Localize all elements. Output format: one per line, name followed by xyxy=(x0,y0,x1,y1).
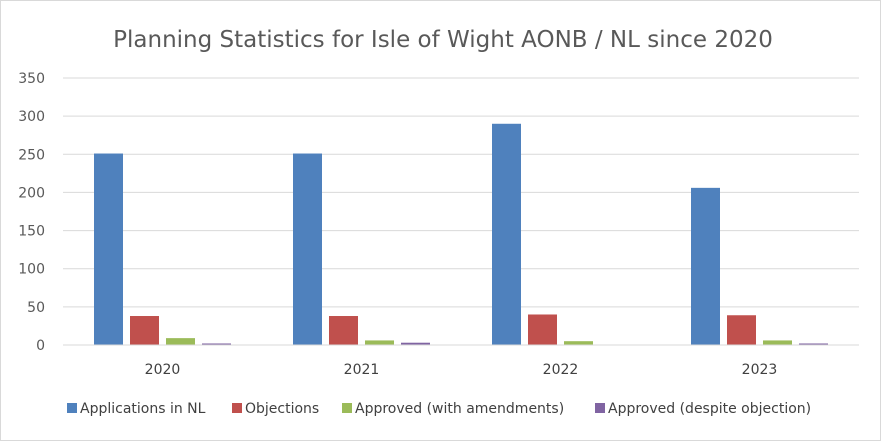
legend-item: Approved (with amendments) xyxy=(342,401,564,417)
legend-swatch xyxy=(595,403,605,413)
legend-item: Approved (despite objection) xyxy=(595,401,811,417)
chart-title: Planning Statistics for Isle of Wight AO… xyxy=(113,27,773,53)
y-axis-ticks: 0 50 100 150 200 250 300 350 xyxy=(18,71,45,354)
bar xyxy=(799,343,828,345)
y-tick-label: 100 xyxy=(18,262,45,278)
y-tick-label: 300 xyxy=(18,109,45,125)
x-tick-label: 2021 xyxy=(344,362,380,378)
legend-item: Applications in NL xyxy=(67,401,206,417)
legend-swatch xyxy=(342,403,352,413)
bar xyxy=(329,316,358,345)
legend-label: Approved (despite objection) xyxy=(608,401,811,417)
bars xyxy=(94,123,828,346)
legend-label: Applications in NL xyxy=(80,401,206,417)
bar xyxy=(691,187,720,345)
x-tick-label: 2020 xyxy=(145,362,181,378)
bar xyxy=(94,153,123,345)
bar xyxy=(528,314,557,345)
legend: Applications in NL Objections Approved (wi… xyxy=(67,401,811,417)
bar xyxy=(727,315,756,345)
x-axis-ticks: 2020 2021 2022 2023 xyxy=(145,362,778,378)
bar xyxy=(365,340,394,345)
bar xyxy=(293,153,322,345)
bar xyxy=(166,338,195,345)
legend-label: Approved (with amendments) xyxy=(355,401,564,417)
y-tick-label: 350 xyxy=(18,71,45,87)
legend-swatch xyxy=(67,403,77,413)
gridlines xyxy=(63,77,859,308)
bar xyxy=(130,316,159,345)
legend-item: Objections xyxy=(232,401,319,417)
bar xyxy=(763,340,792,345)
bar xyxy=(202,343,231,345)
y-tick-label: 0 xyxy=(36,338,45,354)
legend-swatch xyxy=(232,403,242,413)
y-tick-label: 50 xyxy=(27,300,45,316)
x-tick-label: 2022 xyxy=(543,362,579,378)
legend-label: Objections xyxy=(245,401,319,417)
y-tick-label: 250 xyxy=(18,147,45,163)
y-tick-label: 150 xyxy=(18,224,45,240)
bar xyxy=(492,123,521,346)
bar xyxy=(401,342,430,345)
y-tick-label: 200 xyxy=(18,185,45,201)
bar xyxy=(564,341,593,345)
x-tick-label: 2023 xyxy=(742,362,778,378)
